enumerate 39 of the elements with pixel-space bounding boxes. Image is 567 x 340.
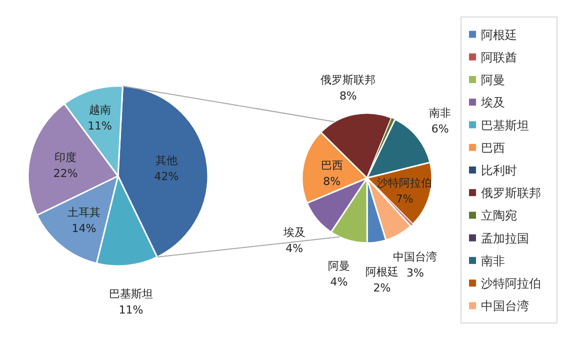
data-label: 3% (406, 266, 424, 280)
legend-label: 阿曼 (481, 73, 505, 88)
data-label: 14% (72, 222, 96, 235)
data-label: 4% (330, 275, 348, 288)
data-label: 7% (396, 192, 414, 206)
data-label: 4% (286, 242, 304, 256)
slice-label: 南非 (429, 106, 452, 120)
slice-label: 埃及 (282, 226, 306, 240)
legend-label: 孟加拉国 (481, 231, 529, 246)
legend-label: 俄罗斯联邦 (481, 186, 541, 200)
slice-label: 中国台湾 (393, 250, 438, 264)
slice-label: 巴基斯坦 (108, 288, 153, 301)
legend-label: 南非 (481, 254, 505, 268)
slice-label: 阿根廷 (366, 266, 399, 279)
slice-label: 沙特阿拉伯 (377, 176, 432, 190)
legend-label: 沙特阿拉伯 (481, 276, 541, 291)
data-label: 11% (118, 304, 144, 317)
slice-label: 越南 (88, 104, 111, 117)
slice-label: 巴西 (320, 159, 343, 172)
data-label: 42% (154, 170, 179, 184)
data-label: 2% (373, 282, 391, 295)
legend-label: 阿联酋 (481, 50, 517, 64)
legend-label: 比利时 (481, 164, 517, 178)
legend-label: 立陶宛 (481, 208, 517, 223)
data-label: 11% (88, 120, 112, 133)
legend-label: 阿根廷 (481, 28, 517, 42)
legend-label: 巴西 (481, 140, 505, 155)
slice-label: 土耳其 (68, 206, 101, 219)
data-label: 22% (53, 167, 78, 180)
data-label: 8% (339, 90, 357, 103)
legend-label: 巴基斯坦 (481, 118, 529, 132)
slice-label: 其他 (156, 154, 178, 168)
legend-label: 中国台湾 (481, 299, 529, 314)
data-label: 8% (323, 175, 341, 188)
slice-label: 印度 (54, 151, 77, 164)
slice-label: 俄罗斯联邦 (320, 74, 376, 87)
legend-label: 埃及 (480, 96, 505, 110)
data-label: 6% (431, 122, 449, 136)
slice-label: 阿曼 (328, 259, 350, 272)
